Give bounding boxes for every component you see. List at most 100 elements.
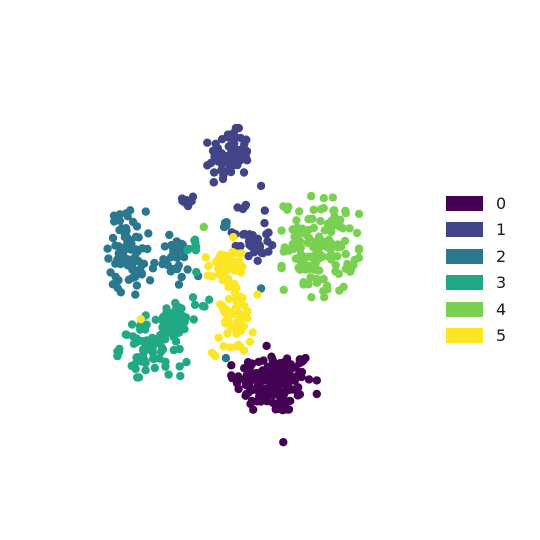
scatter-point [209,168,219,177]
scatter-point [308,214,317,223]
scatter-point [164,370,173,379]
scatter-point [148,337,157,346]
scatter-point [352,228,362,238]
scatter-point [151,315,160,324]
scatter-point [133,353,142,362]
scatter-point [127,274,137,283]
scatter-point [219,306,229,316]
scatter-point [201,253,210,262]
scatter-point [223,130,232,139]
scatter-point [133,373,142,382]
scatter-point [252,374,261,384]
scatter-point [281,398,290,408]
legend-label: 2 [496,246,507,266]
scatter-point [192,267,201,277]
scatter-point [246,362,255,372]
scatter-point [190,300,200,310]
scatter-point [228,247,237,257]
scatter-point [262,397,272,406]
scatter-point [122,330,131,340]
scatter-point [127,320,137,329]
scatter-point [234,317,243,326]
scatter-point [253,234,263,243]
series-1 [177,123,277,265]
scatter-point [229,233,238,242]
series-4 [199,191,364,302]
scatter-point [316,216,325,226]
scatter-point [330,206,339,215]
scatter-point [199,222,208,232]
scatter-point [231,123,241,133]
scatter-point [345,224,354,233]
scatter-point [150,363,159,373]
scatter-point [327,255,336,264]
legend-swatch [446,328,483,344]
scatter-point [119,252,128,261]
scatter-point [240,346,249,355]
legend-swatch [446,275,483,291]
scatter-point [103,244,112,253]
scatter-point [183,265,192,274]
scatter-point [239,375,249,384]
scatter-point [138,244,147,253]
scatter-point [260,218,269,228]
legend-item-5: 5 [446,323,506,350]
scatter-point [217,135,227,144]
scatter-point [260,206,269,215]
scatter-point [252,369,261,378]
scatter-point [131,364,140,374]
scatter-point [315,266,324,275]
scatter-point [313,243,322,253]
legend-label: 5 [496,326,507,346]
legend-swatch [446,301,483,317]
scatter-point [176,371,185,381]
scatter-point [228,374,237,383]
scatter-point [292,216,301,225]
scatter-point [175,344,184,354]
scatter-point [115,344,124,354]
scatter-point [279,358,288,367]
scatter-point [126,255,135,264]
scatter-point [244,251,253,261]
scatter-point [223,329,232,338]
scatter-point [245,337,255,346]
scatter-point [131,290,140,299]
scatter-point [239,168,249,177]
scatter-point [222,277,231,286]
scatter-point [299,278,308,287]
scatter-point [229,148,238,157]
scatter-point [319,204,328,213]
scatter-point [259,366,269,376]
scatter-point [255,241,264,250]
scatter-point [312,274,321,284]
scatter-point [241,149,251,158]
scatter-point [335,286,344,295]
legend-label: 0 [496,193,507,213]
scatter-point [264,247,273,256]
legend-item-2: 2 [446,243,506,270]
series-5 [136,233,262,361]
scatter-point [137,336,146,346]
scatter-point [170,240,180,250]
scatter-point [284,386,293,395]
scatter-point [303,252,313,261]
scatter-point [175,362,184,371]
series-0 [227,341,321,447]
scatter-point [322,281,332,290]
scatter-point [232,297,241,306]
scatter-point [131,245,140,254]
scatter-point [141,366,150,375]
scatter-point [174,280,184,289]
scatter-point [119,227,129,237]
scatter-point [297,372,306,382]
scatter-point [247,396,257,406]
scatter-point [268,241,277,250]
scatter-point [224,294,234,304]
scatter-point [149,354,159,364]
legend-swatch [446,195,483,211]
legend-label: 3 [496,273,507,293]
scatter-point [233,310,242,319]
scatter-point [113,351,122,361]
scatter-point [248,328,257,337]
scatter-point [294,383,303,392]
